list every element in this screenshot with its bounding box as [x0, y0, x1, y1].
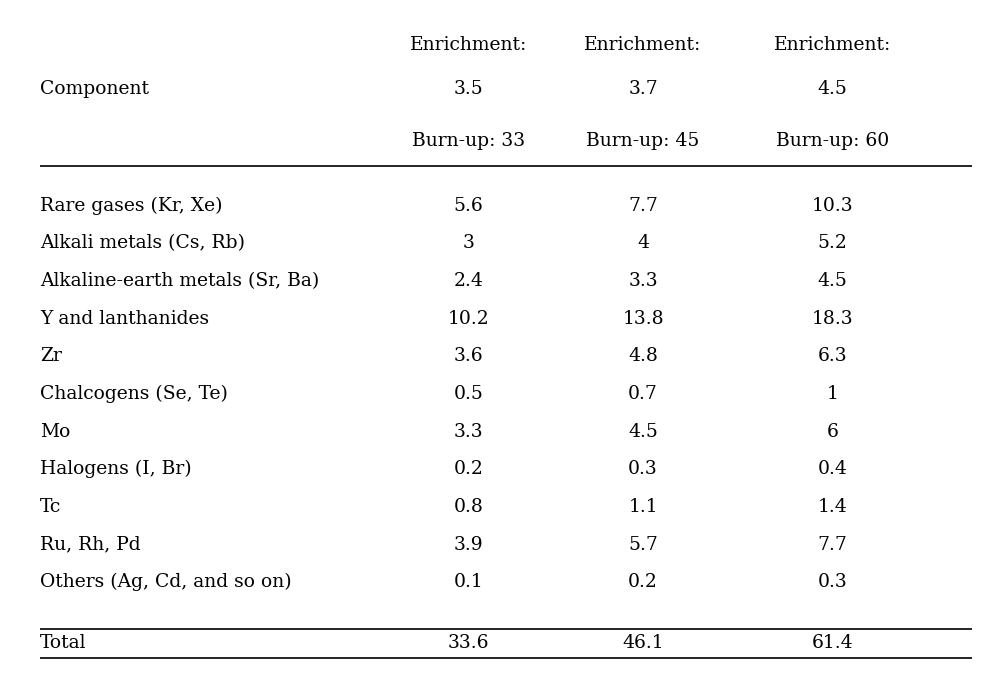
- Text: 0.2: 0.2: [628, 573, 658, 592]
- Text: 13.8: 13.8: [622, 310, 664, 328]
- Text: 5.2: 5.2: [818, 234, 847, 252]
- Text: Burn-up: 45: Burn-up: 45: [586, 132, 700, 150]
- Text: 3.7: 3.7: [628, 80, 658, 98]
- Text: 3.3: 3.3: [454, 423, 484, 440]
- Text: 5.7: 5.7: [628, 536, 658, 554]
- Text: Y and lanthanides: Y and lanthanides: [40, 310, 209, 328]
- Text: Enrichment:: Enrichment:: [774, 36, 891, 54]
- Text: 6: 6: [827, 423, 838, 440]
- Text: 3.5: 3.5: [454, 80, 484, 98]
- Text: 4.5: 4.5: [818, 80, 847, 98]
- Text: Ru, Rh, Pd: Ru, Rh, Pd: [40, 536, 141, 554]
- Text: 0.2: 0.2: [454, 460, 484, 478]
- Text: 0.3: 0.3: [628, 460, 658, 478]
- Text: Mo: Mo: [40, 423, 70, 440]
- Text: Alkaline-earth metals (Sr, Ba): Alkaline-earth metals (Sr, Ba): [40, 272, 319, 290]
- Text: 0.7: 0.7: [628, 385, 658, 403]
- Text: 5.6: 5.6: [454, 196, 484, 215]
- Text: 3: 3: [463, 234, 475, 252]
- Text: 3.9: 3.9: [454, 536, 484, 554]
- Text: 3.3: 3.3: [628, 272, 658, 290]
- Text: Component: Component: [40, 80, 149, 98]
- Text: Chalcogens (Se, Te): Chalcogens (Se, Te): [40, 385, 227, 403]
- Text: Total: Total: [40, 634, 87, 653]
- Text: 61.4: 61.4: [812, 634, 853, 653]
- Text: 0.5: 0.5: [454, 385, 484, 403]
- Text: Burn-up: 60: Burn-up: 60: [776, 132, 889, 150]
- Text: 46.1: 46.1: [622, 634, 664, 653]
- Text: 0.4: 0.4: [818, 460, 847, 478]
- Text: 7.7: 7.7: [818, 536, 847, 554]
- Text: 10.2: 10.2: [448, 310, 490, 328]
- Text: 0.8: 0.8: [454, 498, 484, 516]
- Text: 7.7: 7.7: [628, 196, 658, 215]
- Text: 10.3: 10.3: [812, 196, 853, 215]
- Text: Enrichment:: Enrichment:: [584, 36, 702, 54]
- Text: 3.6: 3.6: [454, 348, 484, 365]
- Text: Tc: Tc: [40, 498, 61, 516]
- Text: 1.1: 1.1: [628, 498, 658, 516]
- Text: Others (Ag, Cd, and so on): Others (Ag, Cd, and so on): [40, 573, 291, 592]
- Text: Zr: Zr: [40, 348, 62, 365]
- Text: 1.4: 1.4: [818, 498, 847, 516]
- Text: 6.3: 6.3: [818, 348, 847, 365]
- Text: Alkali metals (Cs, Rb): Alkali metals (Cs, Rb): [40, 234, 245, 252]
- Text: 4.5: 4.5: [628, 423, 658, 440]
- Text: Burn-up: 33: Burn-up: 33: [412, 132, 525, 150]
- Text: 4.8: 4.8: [628, 348, 658, 365]
- Text: 1: 1: [827, 385, 838, 403]
- Text: 2.4: 2.4: [454, 272, 484, 290]
- Text: 0.3: 0.3: [818, 573, 847, 592]
- Text: 33.6: 33.6: [448, 634, 490, 653]
- Text: Enrichment:: Enrichment:: [410, 36, 527, 54]
- Text: 18.3: 18.3: [812, 310, 853, 328]
- Text: 4.5: 4.5: [818, 272, 847, 290]
- Text: Halogens (I, Br): Halogens (I, Br): [40, 460, 191, 478]
- Text: 0.1: 0.1: [454, 573, 484, 592]
- Text: 4: 4: [637, 234, 649, 252]
- Text: Rare gases (Kr, Xe): Rare gases (Kr, Xe): [40, 196, 222, 215]
